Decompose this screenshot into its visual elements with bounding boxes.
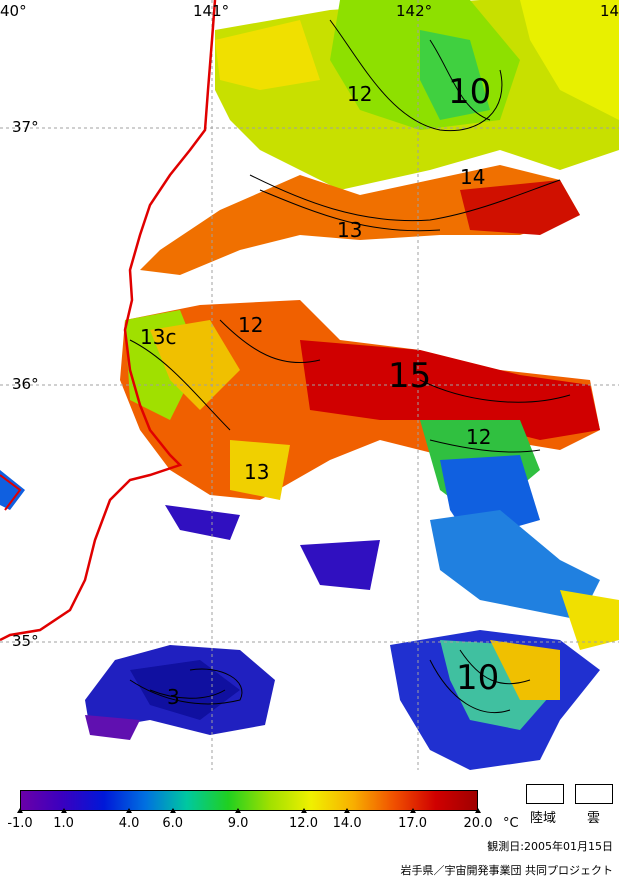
color-scale-tick-mark [475, 808, 481, 813]
contour-label: 12 [347, 82, 373, 106]
observation-date: 観測日:2005年01月15日 [487, 840, 613, 853]
land-label: 陸域 [530, 811, 557, 826]
contour-lines [129, 19, 571, 714]
color-scale-tick-label: -1.0 [7, 816, 33, 831]
contour-label: 10 [456, 658, 500, 698]
lon-label-140: 40° [0, 2, 27, 20]
color-scale-tick-label: 1.0 [53, 816, 74, 831]
land-swatch [526, 784, 564, 804]
sst-patches [0, 0, 619, 770]
lon-label-142: 142° [396, 2, 433, 20]
coastline-west-fragment [0, 474, 22, 511]
lat-label-36: 36° [12, 375, 39, 393]
lat-label-37: 37° [12, 118, 39, 136]
contour-label: 14 [460, 165, 486, 189]
color-scale-tick-mark [126, 808, 133, 813]
color-scale-tick-mark [344, 808, 351, 813]
contour-label: 12 [466, 425, 492, 449]
unit-label: °C [503, 816, 519, 831]
color-scale-tick-label: 17.0 [398, 816, 428, 831]
temperature-map [0, 0, 619, 770]
color-scale-tick-mark [409, 808, 416, 813]
color-scale-tick-label: 6.0 [162, 816, 183, 831]
contour-label: 12 [238, 313, 264, 337]
cloud-label: 雲 [587, 811, 601, 826]
contour-label: 13c [140, 325, 177, 349]
color-scale-tick-mark [169, 808, 176, 813]
color-scale-tick-mark [235, 808, 242, 813]
color-scale-tick-label: 12.0 [289, 816, 318, 831]
lat-label-35: 35° [12, 632, 39, 650]
color-scale-tick-label: 4.0 [118, 816, 140, 831]
contour-label: 13 [337, 218, 363, 242]
cloud-swatch [575, 784, 613, 804]
contour-label: 15 [388, 356, 432, 396]
contour-label: 3 [167, 685, 180, 709]
lon-label-143: 14 [600, 2, 619, 20]
grid-lines [0, 0, 619, 770]
temperature-color-scale [20, 790, 478, 811]
contour-label: 10 [448, 72, 492, 112]
color-scale-tick-label: 14.0 [332, 816, 362, 831]
project-credit: 岩手県／宇宙開発事業団 共同プロジェクト [400, 864, 614, 877]
color-scale-tick-mark [300, 808, 307, 813]
color-scale-tick-label: 20.0 [463, 816, 493, 831]
contour-label: 13 [244, 460, 270, 484]
color-scale-tick-label: 9.0 [227, 816, 249, 831]
color-scale-tick-mark [60, 808, 67, 813]
color-scale-tick-mark [17, 808, 23, 813]
coastline [0, 0, 217, 642]
lon-label-141: 141° [193, 2, 230, 20]
